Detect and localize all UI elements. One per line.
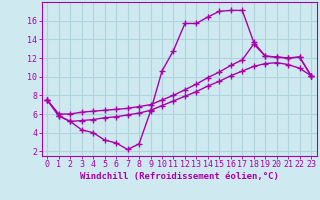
X-axis label: Windchill (Refroidissement éolien,°C): Windchill (Refroidissement éolien,°C) — [80, 172, 279, 181]
